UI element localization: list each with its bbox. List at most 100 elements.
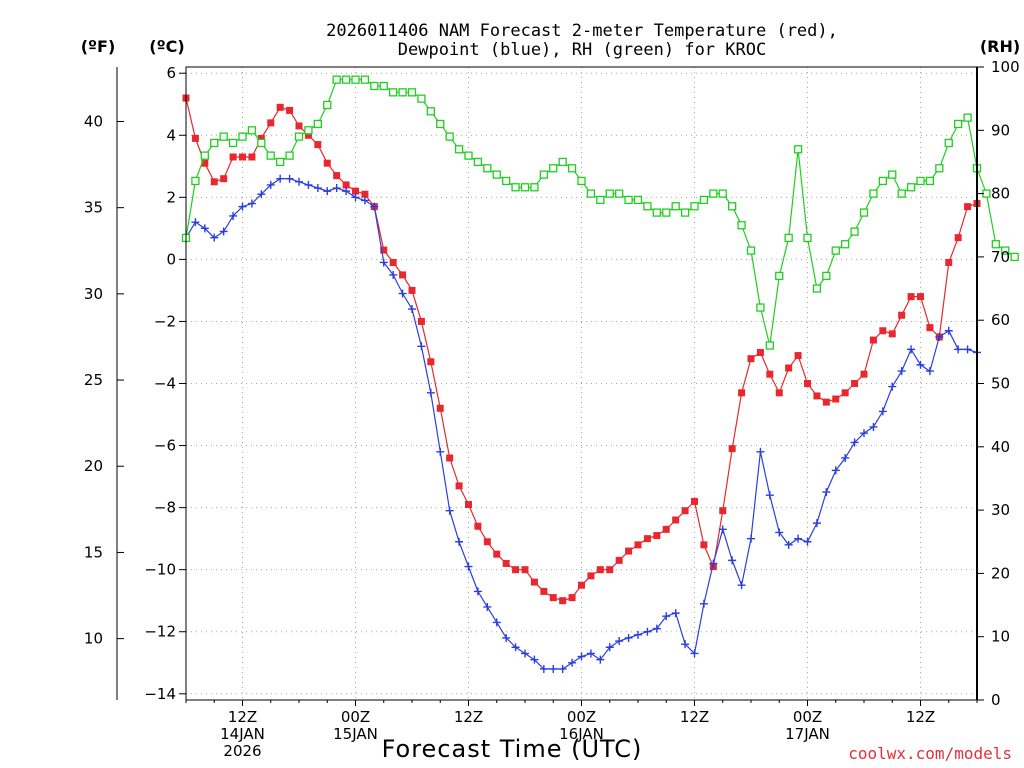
rh-tick-label: 100: [991, 58, 1020, 76]
rh-point: [247, 126, 257, 135]
rh-tick-label: 60: [991, 311, 1010, 329]
temperature-point: [436, 404, 444, 412]
temperature-point: [408, 286, 416, 294]
rh-point: [803, 233, 812, 243]
rh-point: [313, 119, 322, 129]
temperature-point: [681, 507, 689, 515]
temperature-point: [361, 190, 369, 198]
rh-point: [360, 75, 370, 84]
rh-point: [1010, 252, 1019, 262]
rh-point: [577, 176, 586, 186]
rh-point: [954, 119, 963, 129]
dewpoint-point: [869, 422, 878, 431]
temperature-point: [719, 507, 727, 515]
dewpoint-point: [794, 534, 803, 543]
dewpoint-point: [464, 562, 473, 571]
rh-point: [624, 195, 633, 205]
temperature-point: [766, 370, 774, 378]
fahrenheit-tick-label: 35: [84, 199, 103, 217]
time-tick-label: 12Z: [228, 708, 257, 726]
fahrenheit-tick-label: 10: [84, 630, 103, 648]
dewpoint-point: [200, 224, 209, 233]
dewpoint-point: [492, 618, 501, 627]
temperature-point: [869, 336, 877, 344]
temperature-point: [389, 258, 397, 266]
rh-point: [690, 202, 699, 211]
temperature-point: [691, 497, 698, 505]
rh-point: [586, 189, 596, 198]
temperature-point: [625, 547, 633, 555]
dewpoint-point: [577, 652, 586, 661]
temperature-point: [907, 293, 915, 301]
temperature-point: [474, 522, 482, 530]
temperature-point: [257, 134, 265, 142]
rh-point: [756, 303, 765, 312]
time-tick-label: 00Z: [567, 708, 596, 726]
temperature-point: [954, 234, 962, 242]
temperature-point: [417, 317, 425, 325]
dewpoint-point: [473, 587, 482, 596]
fahrenheit-tick-label: 30: [84, 285, 103, 303]
chart-title-line-2: Dewpoint (blue), RH (green) for KROC: [398, 40, 766, 60]
dewpoint-point: [841, 453, 850, 462]
temperature-point: [653, 532, 661, 540]
dewpoint-series: [182, 174, 981, 673]
dewpoint-point: [539, 664, 548, 673]
temperature-point: [333, 172, 341, 180]
rh-point: [539, 170, 548, 179]
temperature-point: [643, 535, 651, 543]
temperature-point: [399, 271, 407, 279]
dewpoint-point: [756, 447, 765, 456]
rh-tick-label: 30: [991, 501, 1010, 519]
temperature-point: [549, 594, 557, 602]
temperature-point: [756, 348, 764, 356]
time-tick-label: 00Z: [793, 708, 822, 726]
rh-tick-label: 80: [991, 185, 1010, 203]
rh-point: [323, 100, 332, 110]
dewpoint-point: [191, 218, 200, 227]
dewpoint-point: [295, 177, 303, 186]
temperature-point: [521, 566, 529, 574]
temperature-line: [185, 97, 978, 602]
dewpoint-point: [511, 643, 520, 652]
rh-point: [492, 170, 501, 179]
dewpoint-point: [398, 289, 407, 298]
rh-point: [831, 246, 840, 255]
temperature-point: [210, 178, 218, 186]
dewpoint-point: [662, 612, 671, 621]
rh-point: [549, 164, 558, 173]
temperature-point: [785, 364, 793, 372]
rh-point: [916, 176, 925, 186]
temperature-point: [323, 159, 331, 167]
dewpoint-point: [586, 649, 595, 658]
dewpoint-point: [718, 525, 727, 534]
rh-point: [643, 202, 652, 211]
temperature-point: [465, 501, 472, 509]
dewpoint-point: [389, 270, 398, 279]
rh-tick-label: 70: [991, 248, 1010, 266]
dewpoint-point: [954, 345, 963, 354]
rh-point: [285, 151, 294, 160]
rh-tick-label: 0: [991, 691, 1001, 709]
dewpoint-point: [888, 382, 897, 391]
temperature-point: [615, 556, 623, 564]
temperature-point: [634, 541, 642, 549]
rh-point: [869, 189, 878, 198]
temperature-point: [314, 141, 322, 149]
dewpoint-point: [944, 326, 953, 335]
rh-point: [304, 126, 313, 135]
rh-point: [219, 132, 228, 141]
rh-point: [389, 88, 398, 97]
time-tick-label: 00Z: [341, 708, 370, 726]
dewpoint-point: [417, 342, 426, 351]
rh-point: [662, 208, 671, 217]
rh-point: [671, 202, 680, 211]
dewpoint-point: [784, 540, 793, 549]
temperature-point: [455, 482, 463, 490]
fahrenheit-tick-label: 40: [84, 112, 103, 130]
temperature-point: [276, 103, 284, 111]
rh-point: [445, 132, 454, 141]
fahrenheit-tick-label: 20: [84, 457, 103, 475]
time-tick-label: 14JAN: [220, 725, 265, 743]
